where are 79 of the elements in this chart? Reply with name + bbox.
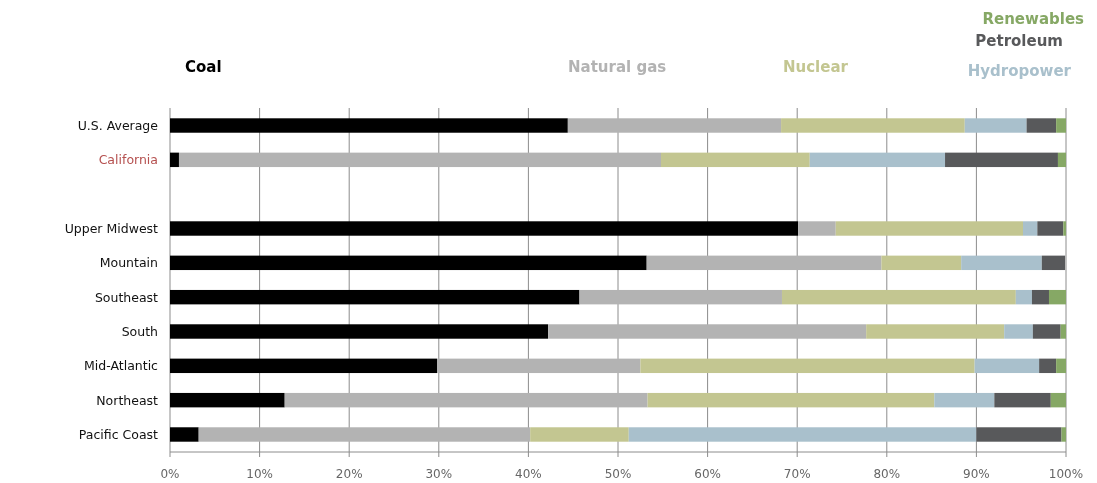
- bar: [548, 324, 867, 339]
- x-tick-label: 80%: [873, 467, 901, 481]
- bar: [661, 152, 810, 168]
- y-tick-label: Southeast: [94, 289, 159, 305]
- bar: [1004, 324, 1033, 339]
- bar: [961, 255, 1042, 271]
- y-tick-label: South: [121, 323, 158, 339]
- bar: [881, 255, 962, 271]
- bar: [640, 358, 975, 374]
- y-tick-label: Pacific Coast: [78, 426, 159, 442]
- bar: [646, 255, 882, 271]
- bar: [647, 392, 935, 408]
- text: Coal: [185, 58, 222, 76]
- bar: [1057, 152, 1066, 168]
- text: Nuclear: [783, 58, 849, 76]
- bar: [1041, 255, 1066, 271]
- y-tick-label: Northeast: [96, 392, 159, 408]
- bar: [170, 358, 438, 374]
- x-tick-label: 60%: [694, 467, 721, 481]
- bar: [1022, 221, 1038, 236]
- bar: [1056, 358, 1066, 374]
- bar: [170, 118, 568, 133]
- bar: [1063, 221, 1066, 236]
- bar: [934, 392, 995, 408]
- bar: [1056, 118, 1066, 133]
- x-tick-label: 30%: [425, 467, 453, 481]
- x-tick-label: 100%: [1048, 467, 1084, 481]
- bar: [437, 358, 641, 374]
- bar: [994, 392, 1051, 408]
- bar: [628, 427, 977, 442]
- bar: [1032, 324, 1061, 339]
- bar: [579, 289, 782, 305]
- bar: [945, 152, 1058, 168]
- y-tick-label: Mountain: [99, 255, 158, 271]
- y-tick-label: U.S. Average: [77, 117, 159, 133]
- bar: [1060, 324, 1066, 339]
- bar: [567, 118, 782, 133]
- x-tick-label: 90%: [963, 467, 990, 481]
- bar: [170, 255, 647, 271]
- x-tick-label: 70%: [783, 467, 811, 481]
- bar: [1048, 289, 1066, 305]
- bar: [976, 427, 1062, 442]
- bar: [284, 392, 648, 408]
- bar: [170, 392, 285, 408]
- bar: [198, 427, 531, 442]
- bar: [530, 427, 629, 442]
- bar: [170, 289, 580, 305]
- bar: [1037, 221, 1064, 236]
- text: Renewables: [982, 10, 1085, 28]
- bar: [798, 221, 836, 236]
- bar: [809, 152, 946, 168]
- bar: [1050, 392, 1066, 408]
- text: Petroleum: [975, 32, 1063, 50]
- y-tick-label: Upper Midwest: [64, 220, 159, 236]
- bar: [964, 118, 1027, 133]
- x-tick-label: 50%: [604, 467, 632, 481]
- bar: [178, 152, 662, 168]
- bar: [1039, 358, 1057, 374]
- bar: [974, 358, 1040, 374]
- bar: [170, 427, 199, 442]
- text: Hydropower: [967, 62, 1072, 80]
- text: Natural gas: [568, 58, 667, 76]
- y-tick-label: California: [98, 152, 158, 168]
- bar: [781, 118, 965, 133]
- bar: [170, 152, 179, 168]
- x-tick-label: 10%: [246, 467, 273, 481]
- bar: [781, 289, 1016, 305]
- bar: [866, 324, 1005, 339]
- bar: [170, 221, 799, 236]
- bar: [170, 324, 549, 339]
- bar: [1061, 427, 1066, 442]
- bar: [1015, 289, 1032, 305]
- x-tick-label: 0%: [160, 467, 180, 481]
- bar: [1031, 289, 1049, 305]
- x-tick-label: 20%: [335, 467, 363, 481]
- bar: [835, 221, 1023, 236]
- y-tick-label: Mid-Atlantic: [84, 358, 159, 374]
- bar: [1026, 118, 1057, 133]
- x-tick-label: 40%: [515, 467, 542, 481]
